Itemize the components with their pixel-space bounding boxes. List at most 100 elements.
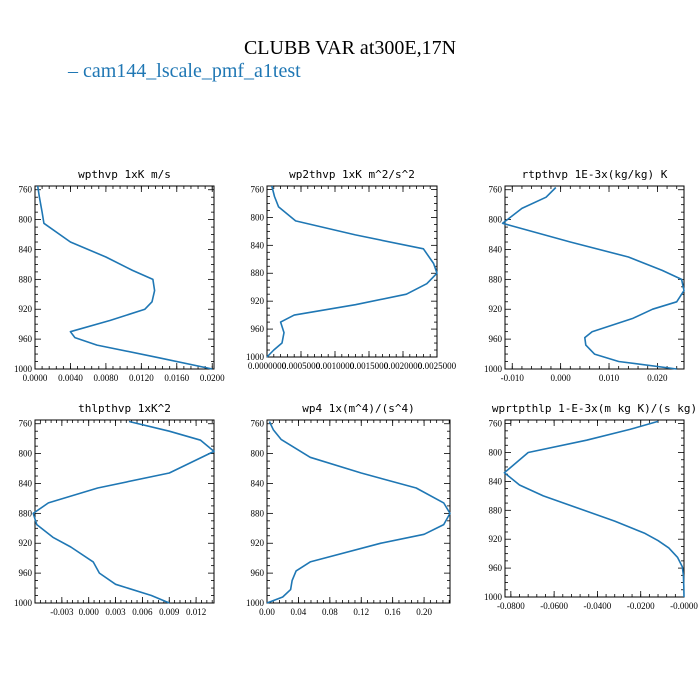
x-tick-label: 0.000 [79, 607, 100, 617]
series-line [503, 420, 685, 598]
y-tick-label: 840 [251, 478, 265, 488]
panel-title: wpthvp 1xK m/s [78, 168, 171, 181]
y-tick-label: 800 [489, 448, 503, 458]
panels: wpthvp 1xK m/s76080084088092096010000.00… [14, 168, 698, 617]
y-tick-label: 800 [19, 215, 33, 225]
x-tick-label: 0.020 [647, 373, 668, 383]
y-tick-label: 960 [19, 334, 33, 344]
figure-title: CLUBB VAR at300E,17N [244, 37, 456, 59]
series-line [266, 421, 451, 604]
x-tick-label: 0.010 [599, 373, 620, 383]
y-tick-label: 1000 [246, 352, 265, 362]
y-tick-label: 840 [251, 240, 265, 250]
x-tick-label: 0.0015000 [350, 361, 389, 371]
y-tick-label: 800 [19, 449, 33, 459]
panel-title: rtpthvp 1E-3x(kg/kg) K [522, 168, 668, 181]
x-tick-label: 0.00 [259, 607, 275, 617]
x-tick-label: 0.0040 [58, 373, 83, 383]
x-tick-label: 0.20 [416, 607, 432, 617]
y-tick-label: 920 [19, 538, 33, 548]
x-tick-label: 0.009 [159, 607, 180, 617]
x-tick-label: -0.003 [50, 607, 74, 617]
panel-6: wprtpthlp 1-E-3x(m kg K)/(s kg) 760 800 840… [484, 402, 698, 611]
x-tick-label: 0.0200 [200, 373, 225, 383]
y-tick-label: 840 [19, 244, 33, 254]
panel-5: wp4 1x(m^4)/(s^4)76080084088092096010000… [246, 402, 451, 617]
x-tick-label: -0.0800 [497, 601, 525, 611]
x-tick-label: -0.0200 [627, 601, 655, 611]
y-tick-label: 880 [489, 505, 503, 515]
y-tick-label: 800 [489, 215, 503, 225]
y-tick-label: 920 [251, 538, 265, 548]
y-tick-label: 880 [251, 268, 265, 278]
x-tick-label: 0.012 [186, 607, 206, 617]
y-tick-label: 760 [251, 419, 265, 429]
x-tick-label: 0.0020000 [384, 361, 423, 371]
y-tick-label: 1000 [14, 364, 33, 374]
y-tick-label: 760 [251, 184, 265, 194]
x-tick-label: 0.006 [132, 607, 153, 617]
panel-title: wp4 1x(m^4)/(s^4) [302, 402, 415, 415]
series-line [32, 420, 215, 604]
series-line [36, 185, 213, 370]
x-tick-label: 0.0010000 [316, 361, 355, 371]
y-tick-label: 960 [251, 324, 265, 334]
y-tick-label: 1000 [14, 598, 33, 608]
panel-title: thlpthvp 1xK^2 [78, 402, 171, 415]
x-tick-label: 0.003 [105, 607, 126, 617]
y-tick-label: 1000 [246, 598, 265, 608]
x-tick-label: -0.0400 [584, 601, 612, 611]
y-tick-label: 960 [489, 563, 503, 573]
legend: – cam144_lscale_pmf_a1test [67, 60, 301, 82]
x-tick-label: 0.0000000 [248, 361, 287, 371]
y-tick-label: 840 [489, 476, 503, 486]
series-line [266, 185, 438, 358]
y-tick-label: 840 [19, 478, 33, 488]
y-tick-label: 920 [19, 304, 33, 314]
x-tick-label: -0.0000 [670, 601, 698, 611]
y-tick-label: 880 [19, 274, 33, 284]
x-tick-label: -0.0600 [540, 601, 568, 611]
plot-frame [34, 185, 215, 370]
y-tick-label: 800 [251, 212, 265, 222]
y-tick-label: 880 [489, 274, 503, 284]
series-line [501, 186, 685, 370]
panel-title: wp2thvp 1xK m^2/s^2 [289, 168, 415, 181]
y-tick-label: 760 [489, 185, 503, 195]
y-tick-label: 960 [489, 334, 503, 344]
y-tick-label: 960 [251, 568, 265, 578]
x-tick-label: 0.0080 [94, 373, 119, 383]
y-tick-label: 800 [251, 449, 265, 459]
x-tick-label: 0.0025000 [418, 361, 457, 371]
plot-frame [504, 419, 685, 598]
y-tick-label: 880 [251, 508, 265, 518]
y-tick-label: 760 [19, 185, 33, 195]
legend-entry: – cam144_lscale_pmf_a1test [67, 60, 301, 82]
x-tick-label: -0.010 [501, 373, 525, 383]
plot-frame [34, 419, 215, 604]
y-tick-label: 760 [19, 419, 33, 429]
plot-frame [504, 185, 685, 370]
x-tick-label: 0.08 [322, 607, 338, 617]
y-tick-label: 920 [251, 296, 265, 306]
x-tick-label: 0.000 [551, 373, 572, 383]
panel-2: wp2thvp 1xK m^2/s^2 760 800 840 880 920 960 100… [246, 168, 457, 371]
x-tick-label: 0.0000 [23, 373, 48, 383]
x-tick-label: 0.04 [291, 607, 307, 617]
y-tick-label: 920 [489, 304, 503, 314]
x-tick-label: 0.0005000 [282, 361, 321, 371]
x-tick-label: 0.12 [353, 607, 369, 617]
y-tick-label: 1000 [484, 592, 503, 602]
panel-title: wprtpthlp 1-E-3x(m kg K)/(s kg) [492, 402, 697, 415]
x-tick-label: 0.0160 [164, 373, 189, 383]
panel-4: thlpthvp 1xK^2 760 800 840 880 920 960 1000 -0.0… [14, 402, 215, 617]
y-tick-label: 1000 [484, 364, 503, 374]
panel-3: rtpthvp 1E-3x(kg/kg) K 760 800 840 880 920 960… [484, 168, 685, 383]
panel-1: wpthvp 1xK m/s76080084088092096010000.00… [14, 168, 225, 383]
plot-frame [266, 185, 438, 358]
y-tick-label: 760 [489, 419, 503, 429]
plot-frame [266, 419, 451, 604]
y-tick-label: 880 [19, 508, 33, 518]
x-tick-label: 0.0120 [129, 373, 154, 383]
